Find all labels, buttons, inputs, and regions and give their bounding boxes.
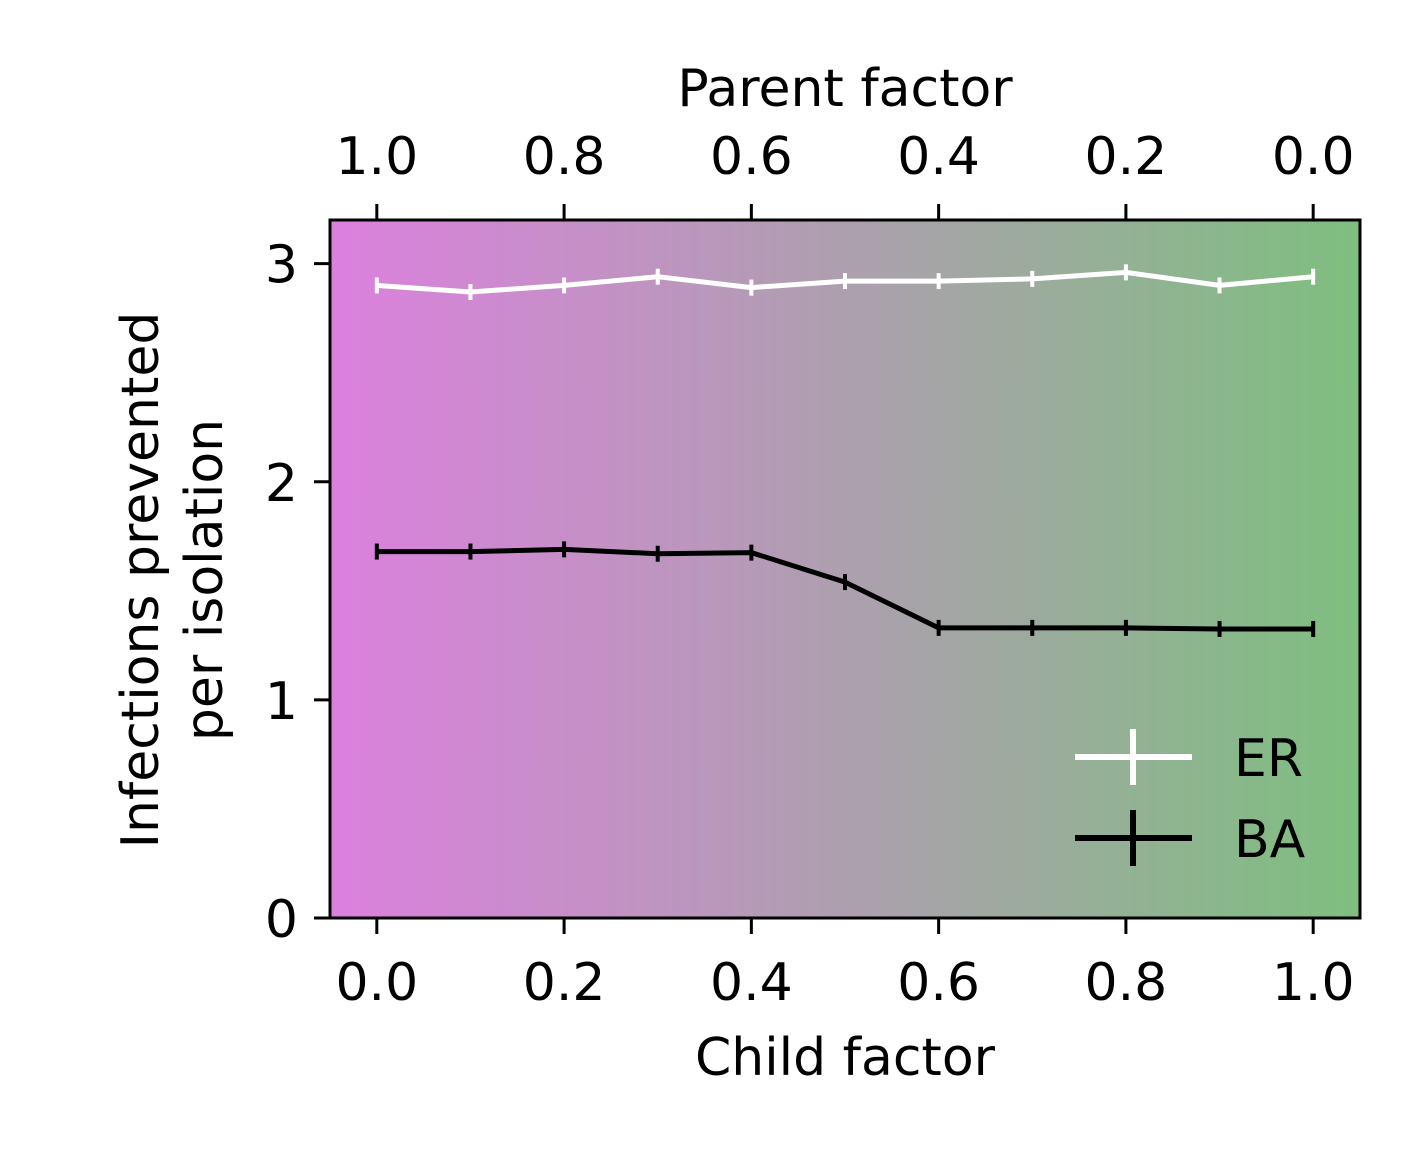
top-x-tick-label: 1.0 [335, 127, 418, 187]
y-tick-label: 3 [265, 236, 298, 296]
top-x-axis: 1.0 0.8 0.6 0.4 0.2 0.0 [335, 127, 1355, 220]
y-axis-label-line2: per isolation [175, 419, 235, 741]
x-tick-label: 0.4 [710, 953, 793, 1013]
y-axis-label: Infections prevented per isolation [111, 312, 235, 849]
top-x-tick-label: 0.6 [710, 127, 793, 187]
y-axis: 0 1 2 3 [265, 236, 330, 950]
top-x-tick-label: 0.0 [1272, 127, 1355, 187]
plot-frame [328, 218, 1362, 920]
x-tick-label: 0.8 [1085, 953, 1168, 1013]
plot-background [330, 220, 1360, 918]
y-axis-label-line1: Infections prevented [111, 312, 171, 849]
legend-label: ER [1234, 729, 1303, 789]
x-tick-label: 1.0 [1272, 953, 1355, 1013]
legend: ER BA [1075, 729, 1306, 870]
x-tick-label: 0.0 [335, 953, 418, 1013]
legend-item-ba: BA [1075, 810, 1306, 870]
x-tick-label: 0.6 [897, 953, 980, 1013]
x-axis-label: Child factor [695, 1028, 996, 1088]
x-tick-label: 0.2 [523, 953, 606, 1013]
top-x-tick-label: 0.2 [1085, 127, 1168, 187]
bottom-x-axis: 0.0 0.2 0.4 0.6 0.8 1.0 [335, 918, 1355, 1013]
legend-label: BA [1234, 810, 1306, 870]
legend-item-er: ER [1075, 729, 1303, 789]
y-tick-label: 1 [265, 672, 298, 732]
y-tick-label: 0 [265, 890, 298, 950]
y-tick-label: 2 [265, 454, 298, 514]
top-x-tick-label: 0.8 [523, 127, 606, 187]
series-layer [374, 264, 1316, 637]
top-x-axis-label: Parent factor [677, 59, 1013, 119]
top-x-tick-label: 0.4 [897, 127, 980, 187]
